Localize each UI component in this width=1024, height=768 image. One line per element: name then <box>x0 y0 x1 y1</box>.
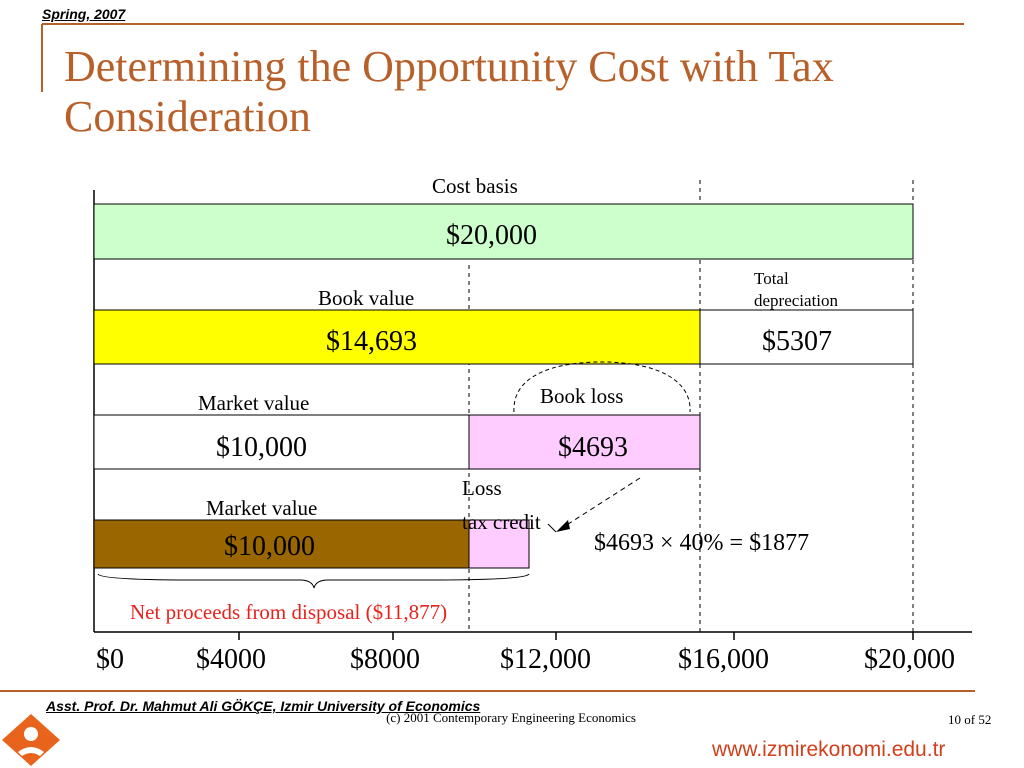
book-loss-arc <box>513 361 691 413</box>
university-website-link[interactable]: www.izmirekonomi.edu.tr <box>712 738 946 761</box>
tax-credit-formula: $4693 × 40% = $1877 <box>594 530 810 556</box>
market-value-bar-2 <box>93 519 470 569</box>
net-proceeds-label: Net proceeds from disposal ($11,877) <box>130 600 448 624</box>
season-label: Spring, 2007 <box>42 6 126 22</box>
total-depreciation-label: Total depreciation <box>754 269 839 310</box>
axis-tick-label: $16,000 <box>678 644 769 675</box>
cost-basis-value: $20,000 <box>446 220 537 251</box>
axis-tick-label: $4000 <box>196 644 266 675</box>
market-value-label-2: Market value <box>206 496 318 520</box>
book-value-value: $14,693 <box>326 326 417 357</box>
loss-tax-credit-label-1: Loss <box>462 476 502 500</box>
cost-basis-bar <box>93 203 914 260</box>
university-logo-icon <box>2 714 60 766</box>
depreciation-bar <box>699 309 914 365</box>
slide-title: Determining the Opportunity Cost with Ta… <box>64 42 834 141</box>
book-loss-bar <box>468 414 701 470</box>
book-loss-value: $4693 <box>558 432 628 463</box>
market-value-label-1: Market value <box>198 391 310 415</box>
book-value-bar <box>93 309 701 365</box>
author-credit: Asst. Prof. Dr. Mahmut Ali GÖKÇE, Izmir … <box>46 698 481 714</box>
total-depreciation-value: $5307 <box>762 326 832 357</box>
market-value-value-1: $10,000 <box>216 432 307 463</box>
copyright-note: (c) 2001 Contemporary Engineering Econom… <box>386 710 636 725</box>
cost-basis-label: Cost basis <box>432 174 518 198</box>
book-value-label: Book value <box>318 286 415 310</box>
market-value-value-2: $10,000 <box>224 531 315 562</box>
net-proceeds-brace <box>97 573 530 589</box>
axis-tick-label: $12,000 <box>500 644 591 675</box>
loss-tax-credit-label-2: tax credit <box>462 510 541 534</box>
book-loss-label: Book loss <box>540 384 624 408</box>
tax-credit-bar <box>468 519 530 569</box>
page-number: 10 of 52 <box>948 712 992 727</box>
axis-tick-label: $8000 <box>350 644 420 675</box>
tax-credit-arrow <box>561 477 641 529</box>
axis-tick-label: $0 <box>96 644 124 675</box>
arrow-head <box>556 520 570 532</box>
axis-tick-label: $20,000 <box>864 644 955 675</box>
